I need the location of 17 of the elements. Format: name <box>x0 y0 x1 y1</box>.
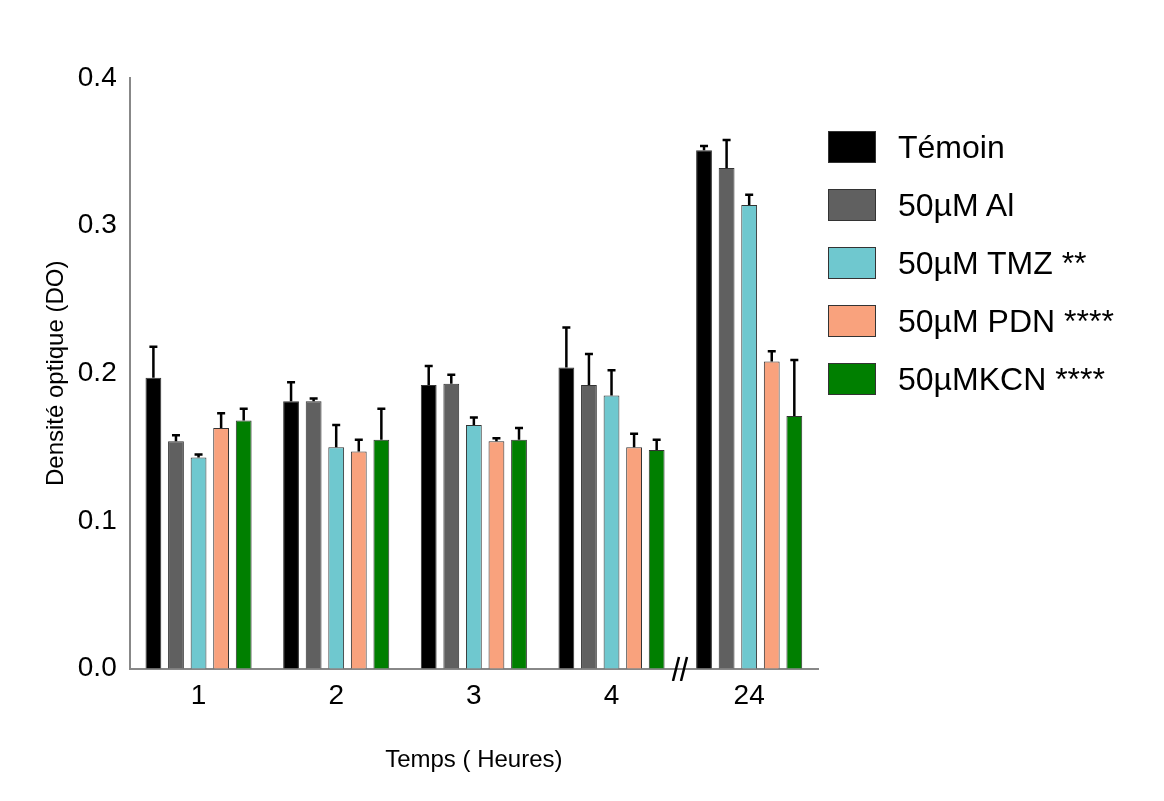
legend-label: 50µM Al <box>898 186 1015 224</box>
y-tick-label: 0.0 <box>77 651 117 683</box>
legend-label: 50µM TMZ ** <box>898 244 1087 282</box>
x-tick-label: 24 <box>733 679 765 711</box>
y-axis-title: Densité optique (DO) <box>41 260 69 487</box>
y-tick-label: 0.2 <box>77 356 117 388</box>
y-tick-label: 0.4 <box>77 60 117 92</box>
legend-label: 50µMKCN **** <box>898 360 1105 398</box>
x-tick-label: 2 <box>328 679 344 711</box>
y-tick-label: 0.3 <box>77 208 117 240</box>
x-tick-label: 3 <box>466 679 482 711</box>
x-axis-title: Temps ( Heures) <box>385 745 563 773</box>
x-tick-label: 4 <box>603 679 620 711</box>
x-tick-label: 1 <box>190 679 207 711</box>
legend-label: 50µM PDN **** <box>898 302 1114 340</box>
y-tick-label: 0.1 <box>77 503 117 535</box>
legend-label: Témoin <box>898 128 1005 166</box>
